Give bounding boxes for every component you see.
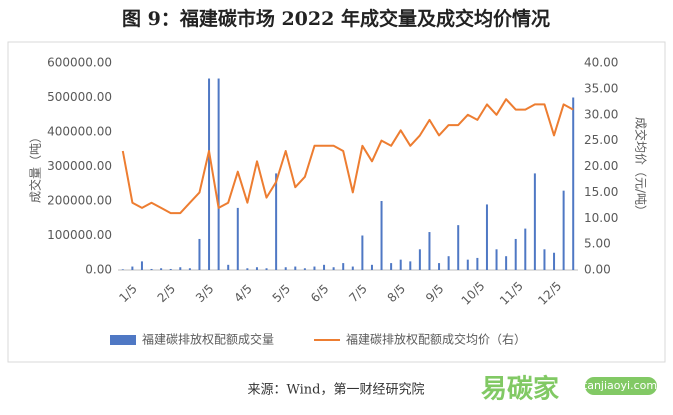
bar (236, 207, 239, 270)
y-tick-label: 500000.00 (47, 90, 112, 104)
y2-tick-label: 30.00 (584, 107, 618, 121)
x-tick-label: 8/5 (385, 282, 409, 306)
y2-tick-label: 35.00 (584, 81, 618, 95)
bar (265, 268, 268, 270)
bar (466, 259, 469, 270)
bar (457, 225, 460, 270)
bar (313, 266, 316, 270)
bar (188, 268, 191, 270)
y-tick-label: 0.00 (85, 263, 112, 277)
bar (380, 201, 383, 270)
bar (399, 259, 402, 270)
y2-tick-label: 5.00 (584, 237, 611, 251)
y-tick-label: 600000.00 (47, 56, 112, 70)
bar (160, 268, 163, 270)
bar (255, 267, 258, 270)
y2-axis-label: 成交均价（元/吨） (634, 117, 649, 217)
bar (409, 261, 412, 270)
bar (131, 266, 134, 270)
x-tick-label: 11/5 (497, 279, 526, 308)
bar (447, 256, 450, 270)
bar (390, 263, 393, 270)
legend-label: 福建碳排放权配额成交均价（右） (346, 332, 526, 347)
x-tick-label: 6/5 (308, 282, 332, 306)
x-tick-label: 3/5 (193, 282, 217, 306)
x-tick-label: 9/5 (423, 282, 447, 306)
chart-frame (7, 41, 666, 363)
x-tick-label: 12/5 (535, 279, 564, 308)
bar (495, 249, 498, 270)
bar (572, 97, 575, 270)
x-tick-label: 10/5 (459, 279, 488, 308)
bar (361, 235, 364, 270)
bar (370, 264, 373, 270)
line (121, 98, 574, 215)
bar (562, 190, 565, 270)
y-axis-label: 成交量（吨） (28, 131, 43, 203)
bar (140, 261, 143, 270)
y-tick-label: 100000.00 (47, 228, 112, 242)
y2-tick-label: 15.00 (584, 185, 618, 199)
bar (533, 173, 536, 270)
bar (438, 263, 441, 270)
source-note: 来源：Wind，第一财经研究院 (248, 383, 425, 398)
bar (351, 266, 354, 270)
bar (342, 263, 345, 270)
watermark: 易碳家 (481, 374, 559, 405)
y2-tick-label: 25.00 (584, 133, 618, 147)
chart-title: 图 9：福建碳市场 2022 年成交量及成交均价情况 (122, 7, 550, 30)
bar (505, 256, 508, 270)
bar (485, 204, 488, 270)
bar (543, 249, 546, 270)
bar (284, 267, 287, 270)
y2-tick-label: 20.00 (584, 159, 618, 173)
x-tick-label: 4/5 (231, 282, 255, 306)
legend-label: 福建碳排放权配额成交量 (142, 332, 274, 347)
watermark-url: tanjiaoyi.com (583, 379, 657, 392)
bar (217, 78, 220, 271)
bar (323, 264, 326, 270)
y-tick-label: 300000.00 (47, 159, 112, 173)
y-tick-label: 400000.00 (47, 125, 112, 139)
watermark-badge (585, 377, 657, 395)
x-tick-label: 5/5 (270, 282, 294, 306)
bar (294, 266, 297, 270)
bar (179, 267, 182, 270)
y2-tick-label: 40.00 (584, 56, 618, 70)
y2-tick-label: 10.00 (584, 211, 618, 225)
x-tick-label: 1/5 (116, 282, 140, 306)
bar (524, 228, 527, 270)
bar (275, 173, 278, 270)
bar (303, 268, 306, 270)
x-tick-label: 2/5 (155, 282, 179, 306)
bar (476, 257, 479, 270)
bar (150, 268, 153, 270)
bar (198, 238, 201, 270)
bar (418, 249, 421, 270)
bar (169, 268, 172, 270)
bar (332, 267, 335, 270)
bar (428, 232, 431, 270)
y-tick-label: 200000.00 (47, 194, 112, 208)
bar (121, 269, 124, 270)
bar (553, 252, 556, 270)
y2-tick-label: 0.00 (584, 263, 611, 277)
bar (208, 78, 211, 271)
bar (514, 238, 517, 270)
x-tick-label: 7/5 (346, 282, 370, 306)
bar (227, 264, 230, 270)
bar (246, 268, 249, 270)
legend-swatch (110, 335, 136, 345)
